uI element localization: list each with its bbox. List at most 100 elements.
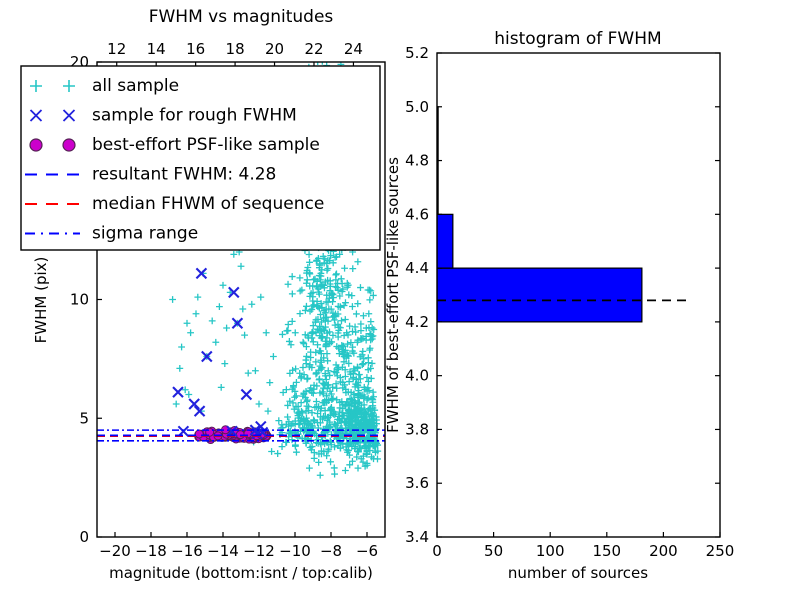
scatter-point <box>353 453 361 461</box>
scatter-point <box>367 375 375 382</box>
tick-label: 5.2 <box>405 44 429 62</box>
tick-label: 5 <box>79 409 89 427</box>
scatter-point <box>283 327 291 335</box>
legend-item[interactable]: sample for rough FWHM <box>29 106 297 126</box>
scatter-point <box>344 340 351 348</box>
scatter-point <box>309 422 316 430</box>
scatter-point <box>354 379 362 387</box>
plus-icon <box>63 80 75 92</box>
scatter-point <box>339 363 346 371</box>
scatter-point <box>354 398 362 406</box>
scatter-point <box>317 347 324 355</box>
scatter-point <box>323 423 330 431</box>
scatter-point <box>208 317 216 325</box>
scatter-point <box>351 397 358 405</box>
scatter-point <box>312 358 320 366</box>
scatter-point <box>334 442 342 450</box>
scatter-point <box>329 298 336 306</box>
tick-label: 12 <box>107 40 126 58</box>
scatter-point <box>286 397 294 405</box>
scatter-point <box>212 338 220 346</box>
scatter-point <box>366 296 374 304</box>
scatter-point <box>329 259 337 267</box>
scatter-point <box>347 339 355 347</box>
scatter-point <box>331 316 338 324</box>
scatter-point <box>309 282 317 290</box>
scatter-point <box>364 286 372 294</box>
left-panel-ylabel: FWHM (pix) <box>32 257 50 344</box>
scatter-point <box>291 420 299 428</box>
scatter-point <box>326 328 333 336</box>
legend-item[interactable]: best-effort PSF-like sample <box>29 135 320 155</box>
scatter-point <box>326 407 334 415</box>
scatter-point <box>284 413 291 421</box>
scatter-point <box>349 265 357 273</box>
scatter-point <box>318 318 325 326</box>
scatter-point <box>327 252 335 259</box>
scatter-point <box>316 375 323 383</box>
rough-sample-point <box>201 350 213 363</box>
scatter-point <box>311 404 319 411</box>
scatter-point <box>365 434 373 442</box>
scatter-point <box>309 389 317 397</box>
right-panel-xlabel: number of sources <box>508 564 648 582</box>
scatter-point <box>320 314 327 322</box>
scatter-point <box>323 260 331 268</box>
scatter-point <box>216 303 223 311</box>
tick-label: −10 <box>279 542 311 560</box>
scatter-point <box>314 325 321 333</box>
tick-label: 4.6 <box>405 205 429 223</box>
legend-item[interactable]: resultant FWHM: 4.28 <box>25 165 276 185</box>
scatter-point <box>239 305 247 313</box>
scatter-point <box>306 464 313 472</box>
tick-label: 0 <box>79 528 89 546</box>
circle-icon <box>62 138 76 152</box>
scatter-point <box>325 397 333 404</box>
scatter-point <box>345 378 353 385</box>
scatter-point <box>357 327 365 335</box>
tick-label: 50 <box>484 542 503 560</box>
scatter-point <box>358 401 365 409</box>
scatter-point <box>357 320 365 328</box>
scatter-point <box>337 275 345 283</box>
scatter-point <box>371 443 379 451</box>
scatter-point <box>288 436 296 444</box>
scatter-point <box>355 448 362 456</box>
scatter-point <box>287 421 295 429</box>
scatter-point <box>336 292 344 300</box>
legend-item[interactable]: all sample <box>30 76 179 96</box>
scatter-point <box>288 290 296 298</box>
scatter-point <box>305 403 313 411</box>
scatter-point <box>348 442 356 450</box>
scatter-point <box>172 400 180 408</box>
scatter-point <box>372 413 380 421</box>
legend-item[interactable]: median FHWM of sequence <box>25 194 324 214</box>
scatter-point <box>307 384 315 392</box>
scatter-point <box>341 402 349 410</box>
scatter-point <box>366 420 374 427</box>
scatter-point <box>319 253 327 260</box>
scatter-point <box>278 421 286 429</box>
scatter-point <box>314 62 322 65</box>
scatter-point <box>262 329 270 337</box>
tick-label: 3.8 <box>405 420 429 438</box>
legend-item[interactable]: sigma range <box>25 224 198 244</box>
scatter-point <box>291 329 299 337</box>
scatter-point <box>341 316 349 323</box>
scatter-point <box>360 395 368 402</box>
histogram-bar <box>437 213 454 269</box>
scatter-point <box>315 450 323 458</box>
scatter-point <box>321 381 329 389</box>
scatter-point <box>299 392 307 400</box>
scatter-point <box>363 425 371 433</box>
scatter-point <box>221 360 229 368</box>
scatter-point <box>344 398 352 406</box>
scatter-point <box>303 269 311 277</box>
scatter-point <box>192 310 200 318</box>
scatter-point <box>294 403 302 410</box>
scatter-point <box>356 353 364 361</box>
scatter-point <box>339 343 347 351</box>
scatter-point <box>337 418 345 426</box>
scatter-point <box>371 406 379 414</box>
